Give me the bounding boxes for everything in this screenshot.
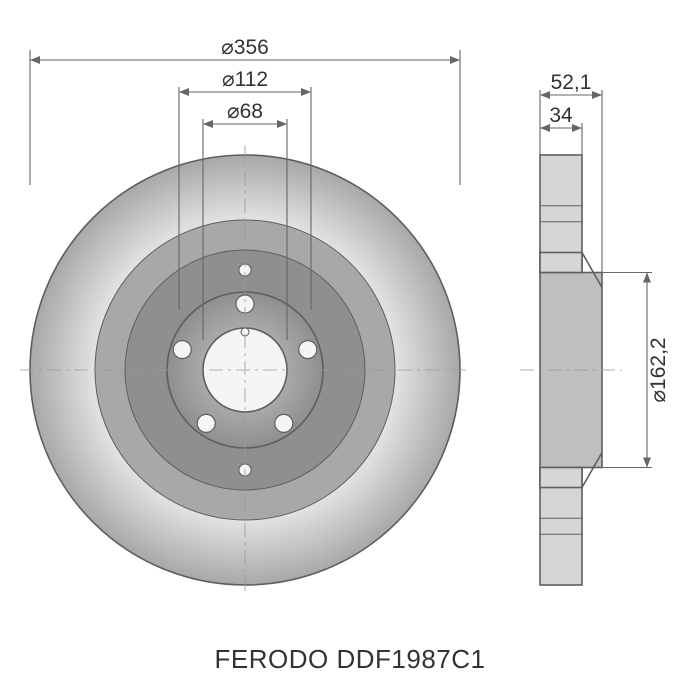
svg-text:34: 34 <box>549 104 573 127</box>
svg-text:⌀162,2: ⌀162,2 <box>647 337 670 402</box>
part-number: DDF1987C1 <box>336 644 485 674</box>
caption: FERODO DDF1987C1 <box>0 644 700 675</box>
svg-text:52,1: 52,1 <box>551 71 592 94</box>
svg-text:⌀112: ⌀112 <box>222 68 268 91</box>
brand-label: FERODO <box>215 644 329 674</box>
svg-text:⌀356: ⌀356 <box>221 36 269 59</box>
drawing-canvas: ⌀356 ⌀112 ⌀68 52,1 34 ⌀162,2 <box>0 0 700 700</box>
svg-text:⌀68: ⌀68 <box>227 100 263 123</box>
technical-drawing-svg: ⌀356 ⌀112 ⌀68 52,1 34 ⌀162,2 <box>0 0 700 700</box>
